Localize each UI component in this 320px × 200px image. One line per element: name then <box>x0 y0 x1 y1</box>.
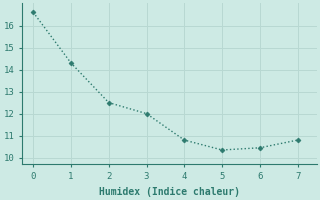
X-axis label: Humidex (Indice chaleur): Humidex (Indice chaleur) <box>99 186 240 197</box>
